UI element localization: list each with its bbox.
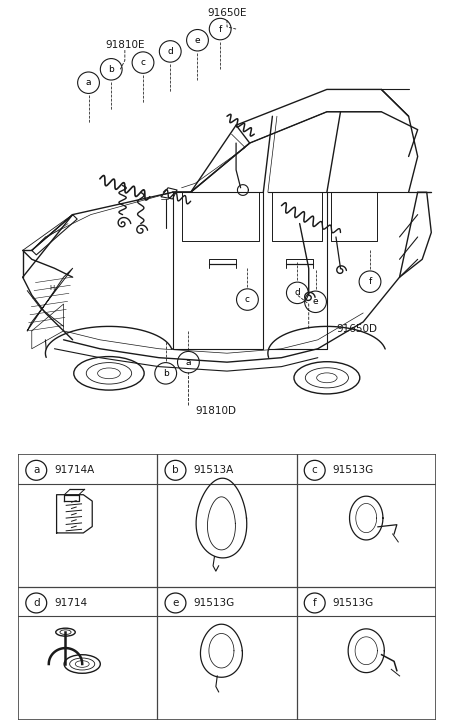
Text: b: b bbox=[163, 369, 168, 378]
Text: 91714A: 91714A bbox=[54, 465, 94, 475]
Text: e: e bbox=[313, 297, 318, 306]
Text: H: H bbox=[49, 286, 55, 292]
Text: b: b bbox=[172, 465, 179, 475]
Text: 91513G: 91513G bbox=[333, 598, 374, 608]
Text: 91714: 91714 bbox=[54, 598, 88, 608]
Text: c: c bbox=[312, 465, 318, 475]
Text: f: f bbox=[368, 277, 372, 286]
Text: d: d bbox=[33, 598, 39, 608]
Text: 91650D: 91650D bbox=[336, 324, 377, 334]
Text: 91513G: 91513G bbox=[333, 465, 374, 475]
Text: c: c bbox=[140, 58, 146, 67]
Text: 91810D: 91810D bbox=[195, 406, 236, 417]
Text: f: f bbox=[313, 598, 316, 608]
Text: a: a bbox=[86, 79, 91, 87]
Text: b: b bbox=[109, 65, 114, 74]
Text: 91810E: 91810E bbox=[105, 40, 145, 49]
Text: e: e bbox=[195, 36, 200, 45]
Text: d: d bbox=[295, 289, 300, 297]
Text: a: a bbox=[33, 465, 39, 475]
Text: e: e bbox=[173, 598, 179, 608]
Text: f: f bbox=[218, 25, 222, 33]
Text: 91513G: 91513G bbox=[193, 598, 235, 608]
Text: a: a bbox=[186, 358, 191, 366]
Text: c: c bbox=[245, 295, 250, 304]
Text: 91513A: 91513A bbox=[193, 465, 234, 475]
Text: 91650E: 91650E bbox=[207, 9, 247, 18]
Text: d: d bbox=[168, 47, 173, 56]
